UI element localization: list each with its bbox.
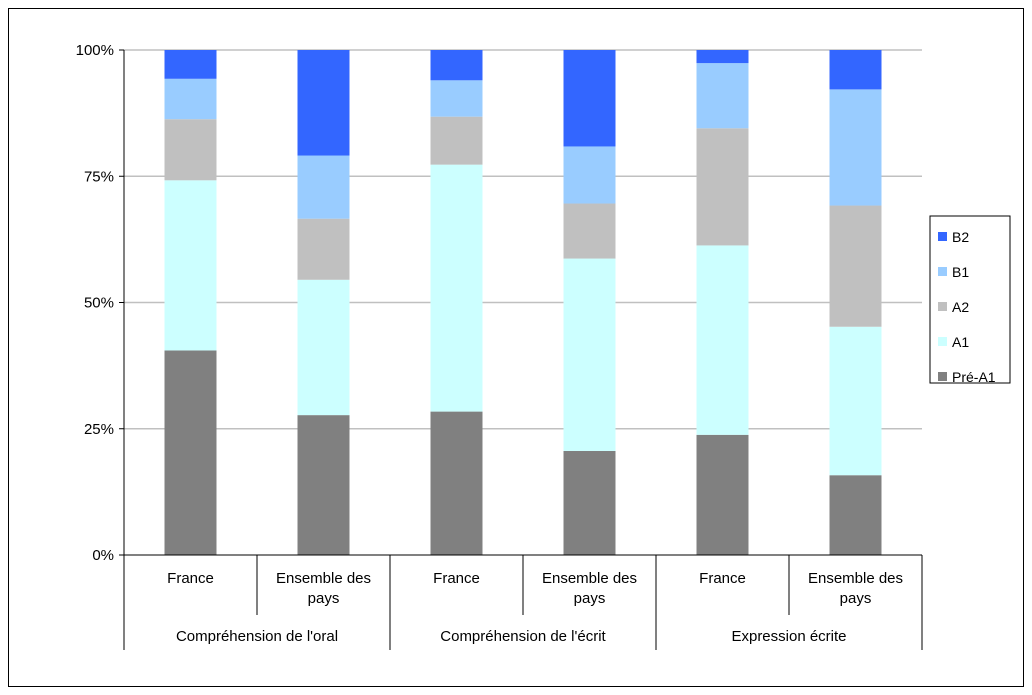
bar-segment-a1 [563,258,616,451]
bar-segment-b1 [297,155,350,219]
bar-segment-b1 [696,63,749,129]
legend-swatch-a1 [938,337,947,346]
gridlines [124,49,922,430]
x-category-label: France [433,570,480,587]
legend-label: B1 [952,264,969,280]
bar-segment-b1 [430,80,483,117]
bar-segment-b2 [829,50,882,90]
x-group-label: Compréhension de l'oral [176,628,338,645]
bar-segment-a2 [164,119,217,181]
legend-swatch-b1 [938,267,947,276]
x-category-label: France [699,570,746,587]
bar-segment-a2 [430,116,483,165]
x-group-label: Expression écrite [731,628,846,645]
legend-swatch-a2 [938,302,947,311]
y-tick-label: 0% [92,547,114,564]
bar-segment-a1 [430,164,483,412]
legend: B2 B1 A2 A1 Pré-A1 [929,215,1011,385]
bar-segment-pr-a1 [563,450,616,555]
bar-segment-pr-a1 [297,415,350,555]
x-category-label: pays [308,590,340,607]
x-category-label: Ensemble des [542,570,637,587]
bar-segment-b2 [297,50,350,156]
bar-segment-a2 [297,218,350,280]
legend-swatch-pr-a1 [938,372,947,381]
x-category-label: Ensemble des [808,570,903,587]
y-tick-label: 100% [76,42,114,59]
bar-segment-pr-a1 [430,411,483,555]
x-category-label: pays [840,590,872,607]
bars [164,50,882,555]
y-tick-label: 25% [84,421,114,438]
legend-box [929,215,1011,384]
bar-segment-a2 [563,203,616,259]
y-tick-label: 50% [84,295,114,312]
legend-swatch-b2 [938,232,947,241]
x-group-label: Compréhension de l'écrit [440,628,606,645]
bar-segment-a2 [696,128,749,246]
bar-segment-b2 [430,50,483,81]
bar-segment-a1 [696,245,749,435]
bar-segment-pr-a1 [829,475,882,555]
bar-segment-pr-a1 [164,350,217,555]
bar-segment-a2 [829,205,882,327]
bar-segment-pr-a1 [696,434,749,555]
chart-frame: 0% 25% 50% 75% 100% France Ensemble des pays Fra… [8,8,1024,687]
legend-label: B2 [952,229,969,245]
x-category-label: Ensemble des [276,570,371,587]
bar-segment-a1 [829,326,882,476]
bar-segment-b2 [696,50,749,64]
bar-segment-b2 [164,50,217,79]
bar-segment-b1 [164,78,217,120]
legend-label: A2 [952,299,969,315]
x-category-label: France [167,570,214,587]
stacked-bar-chart: 0% 25% 50% 75% 100% France Ensemble des pays Fra… [76,42,1011,650]
bar-segment-b2 [563,50,616,147]
legend-label: Pré-A1 [952,369,996,385]
bar-segment-a1 [164,180,217,351]
bar-segment-b1 [829,89,882,206]
bar-segment-a1 [297,279,350,416]
axes: 0% 25% 50% 75% 100% France Ensemble des pays Fra… [76,42,923,650]
x-category-label: pays [574,590,606,607]
bar-segment-b1 [563,146,616,204]
legend-label: A1 [952,334,969,350]
y-tick-label: 75% [84,168,114,185]
